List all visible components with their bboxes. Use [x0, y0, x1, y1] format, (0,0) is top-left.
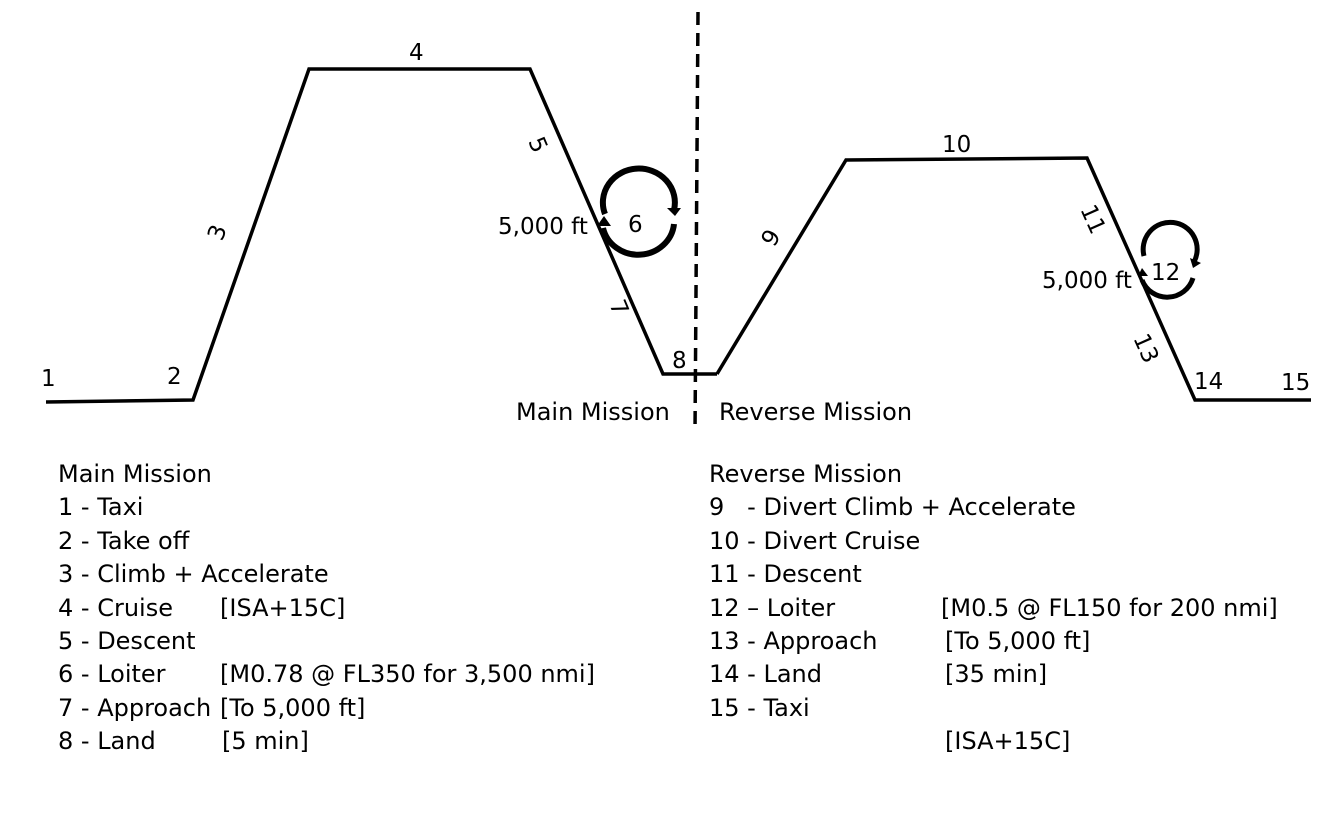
segment-number-13: 13: [1128, 330, 1164, 367]
legend-main-title: Main Mission: [58, 460, 212, 488]
legend-reverse-desc-13: 13 - Approach: [709, 626, 878, 655]
altitude-label-reverse: 5,000 ft: [1042, 268, 1132, 294]
segment-number-10: 10: [942, 132, 971, 158]
segment-number-6: 6: [628, 212, 643, 238]
legend-reverse-desc-10: 10 - Divert Cruise: [709, 526, 921, 555]
legend-reverse-desc-11: 11 - Descent: [709, 560, 862, 589]
legend-reverse-row: 11 - Descent [To 5,000 ft]: [709, 558, 1329, 655]
legend-reverse-row: 15 - Taxi: [709, 692, 1329, 725]
legend-main-desc-2: 2 - Take off: [58, 526, 190, 555]
segment-number-2: 2: [167, 364, 182, 390]
legend-reverse-desc-15: 15 - Taxi: [709, 693, 810, 722]
segment-number-15: 15: [1281, 370, 1310, 396]
legend-reverse-row: 10 - Divert Cruise [M0.5 @ FL150 for 200…: [709, 525, 1329, 622]
legend-main-desc-7: 7 - Approach: [58, 693, 212, 722]
legend-main-row: 8 - Land: [58, 725, 678, 758]
segment-number-5: 5: [522, 133, 552, 157]
main-mission-label: Main Mission: [516, 398, 670, 426]
legend-main-row: 4 - Cruise [M0.78 @ FL350 for 3,500 nmi]: [58, 592, 678, 689]
legend-main-row: 1 - Taxi: [58, 491, 678, 524]
segment-number-9: 9: [757, 225, 787, 251]
altitude-label-main: 5,000 ft: [498, 214, 588, 240]
legend-main-detail-5: [To 5,000 ft]: [220, 693, 366, 722]
legend-reverse-detail-11: [To 5,000 ft]: [945, 626, 1091, 655]
legend-main-row: 7 - Approach: [58, 692, 678, 725]
legend-main-desc-3: 3 - Climb + Accelerate: [58, 560, 329, 589]
legend-reverse-row: 12 – Loiter [35 min]: [709, 592, 1329, 689]
legend-main-row: 5 - Descent [To 5,000 ft]: [58, 625, 678, 722]
legend-main-row: 2 - Take off [ISA+15C]: [58, 525, 678, 622]
legend-main-desc-4: 4 - Cruise: [58, 593, 173, 622]
legend-main-desc-6: 6 - Loiter: [58, 660, 166, 689]
legend-main-desc-1: 1 - Taxi: [58, 493, 144, 522]
segment-number-11: 11: [1075, 201, 1111, 238]
loiter-icon-main: [597, 165, 681, 258]
legend-main: Main Mission 1 - Taxi 2 - Take off [ISA+…: [58, 458, 678, 759]
legend-reverse-desc-14: 14 - Land: [709, 660, 822, 689]
segment-number-8: 8: [672, 348, 687, 374]
legend-main-desc-8: 8 - Land: [58, 727, 156, 756]
reverse-mission-path: [715, 156, 1311, 402]
legend-main-row: 3 - Climb + Accelerate: [58, 558, 678, 591]
segment-number-1: 1: [41, 366, 56, 392]
legend-reverse-row: 14 - Land [ISA+15C]: [709, 658, 1329, 755]
legend-main-detail-4: [M0.78 @ FL350 for 3,500 nmi]: [220, 660, 595, 689]
segment-number-14: 14: [1194, 369, 1223, 395]
legend-main-detail-2: [ISA+15C]: [220, 593, 346, 622]
segment-number-4: 4: [409, 40, 424, 66]
legend-main-row: 6 - Loiter [5 min]: [58, 658, 678, 755]
reverse-mission-label: Reverse Mission: [719, 398, 912, 426]
legend-reverse-detail-14: [ISA+15C]: [945, 727, 1071, 756]
legend-reverse-row: 13 - Approach: [709, 625, 1329, 658]
legend-reverse-row: 9 - Divert Climb + Accelerate: [709, 491, 1329, 524]
legend-reverse-desc-12: 12 – Loiter: [709, 593, 836, 622]
legend-main-detail-6: [5 min]: [222, 727, 309, 756]
loiter-icon-reverse: [1138, 219, 1201, 300]
segment-number-3: 3: [203, 221, 232, 244]
legend-reverse-title: Reverse Mission: [709, 460, 903, 488]
legend-reverse-desc-9: 9 - Divert Climb + Accelerate: [709, 493, 1076, 522]
segment-number-7: 7: [603, 296, 633, 320]
segment-number-12: 12: [1151, 260, 1180, 286]
legend-main-desc-5: 5 - Descent: [58, 626, 196, 655]
main-mission-path: [45, 67, 717, 404]
mission-profile-diagram: 1 2 3 4 5 6 7 8 9 10 11 12 13 14 15 5,00…: [41, 11, 1311, 433]
legend-reverse-detail-12: [35 min]: [945, 660, 1048, 689]
mission-divider: [693, 11, 700, 433]
legend-reverse: Reverse Mission 9 - Divert Climb + Accel…: [709, 458, 1329, 755]
legend-reverse-detail-10: [M0.5 @ FL150 for 200 nmi]: [941, 593, 1278, 622]
